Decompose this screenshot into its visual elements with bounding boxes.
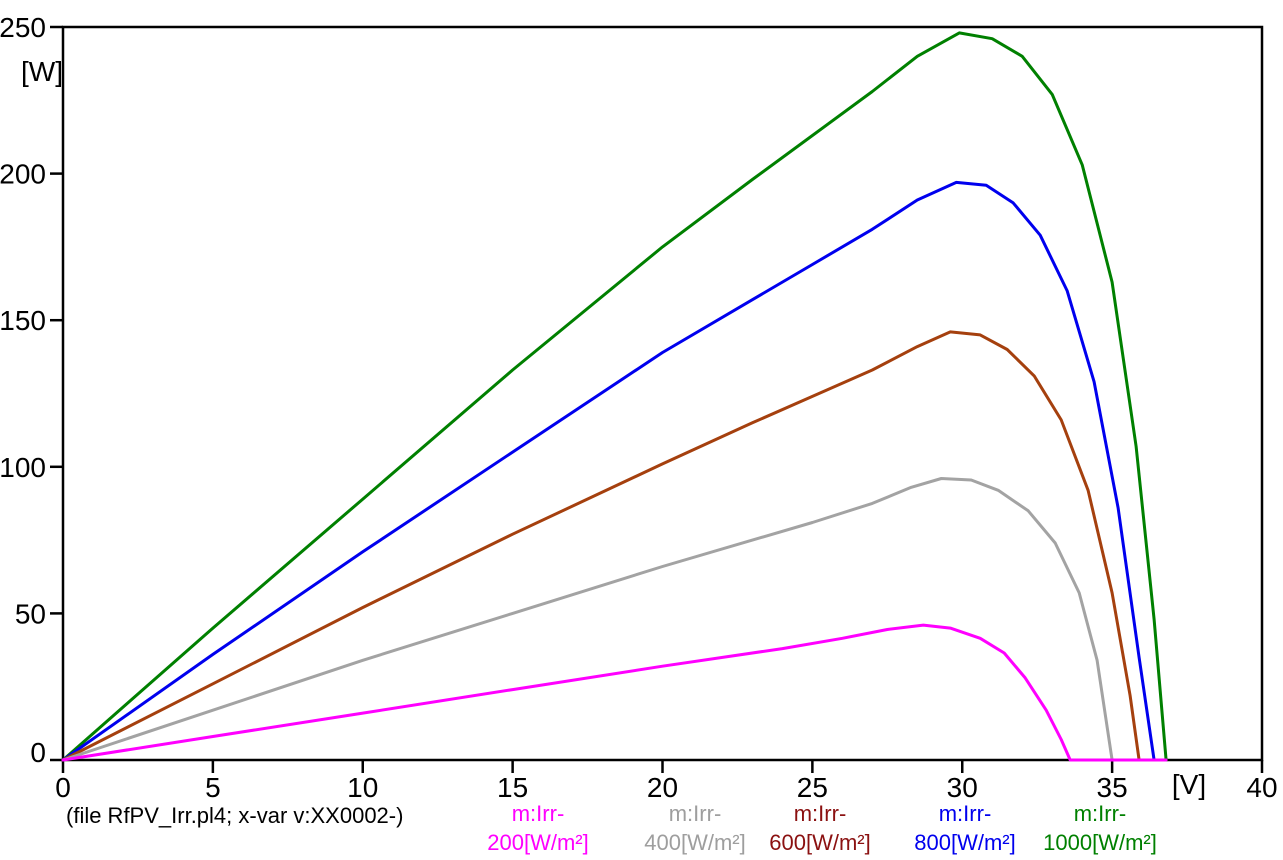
- x-tick-label: 20: [647, 772, 678, 803]
- curve-m:Irr-200[W/m²]: [61, 623, 1168, 762]
- legend-entry-400: m:Irr- 400[W/m²]: [644, 799, 745, 857]
- plot-footer-text: (file RfPV_Irr.pl4; x-var v:XX0002-): [66, 803, 404, 828]
- curve-m:Irr-600[W/m²]: [61, 330, 1141, 762]
- x-axis-unit-label: [V]: [1171, 769, 1207, 800]
- legend-entry-200-line1: m:Irr-: [511, 801, 565, 826]
- x-tick-label: 40: [1246, 772, 1277, 803]
- curve-m:Irr-400[W/m²]: [61, 477, 1114, 762]
- legend-entry-1000-line2: 1000[W/m²]: [1043, 830, 1157, 855]
- curve-m:Irr-800[W/m²]: [61, 180, 1156, 762]
- x-tick-label: 30: [947, 772, 978, 803]
- legend-entry-200: m:Irr- 200[W/m²]: [487, 799, 588, 857]
- legend-entry-600-line2: 600[W/m²]: [769, 830, 871, 855]
- y-tick-label: 200: [0, 159, 46, 190]
- legend-entry-800: m:Irr- 800[W/m²]: [914, 799, 1015, 857]
- x-tick-label: 25: [797, 772, 828, 803]
- y-axis-unit-label: [W]: [21, 56, 63, 87]
- legend-entry-600: m:Irr- 600[W/m²]: [769, 799, 870, 857]
- y-tick-label: 250: [0, 12, 46, 43]
- y-tick-label: 150: [0, 305, 46, 336]
- legend-entry-200-line2: 200[W/m²]: [487, 830, 589, 855]
- legend-entry-1000: m:Irr- 1000[W/m²]: [1043, 799, 1157, 857]
- y-tick-label: 100: [0, 452, 46, 483]
- y-tick-label: 50: [15, 598, 46, 629]
- x-tick-label: 15: [497, 772, 528, 803]
- curve-m:Irr-1000[W/m²]: [61, 31, 1168, 762]
- legend-entry-1000-line1: m:Irr-: [1073, 801, 1127, 826]
- legend-entry-600-line1: m:Irr-: [793, 801, 847, 826]
- x-tick-label: 0: [55, 772, 71, 803]
- legend-entry-400-line2: 400[W/m²]: [644, 830, 746, 855]
- y-tick-label: 0: [30, 737, 46, 768]
- legend-entry-400-line1: m:Irr-: [668, 801, 722, 826]
- plot-border: [61, 25, 1264, 762]
- x-tick-label: 5: [205, 772, 221, 803]
- x-tick-label: 35: [1097, 772, 1128, 803]
- x-tick-label: 10: [347, 772, 378, 803]
- legend-entry-800-line1: m:Irr-: [938, 801, 992, 826]
- legend-entry-800-line2: 800[W/m²]: [914, 830, 1016, 855]
